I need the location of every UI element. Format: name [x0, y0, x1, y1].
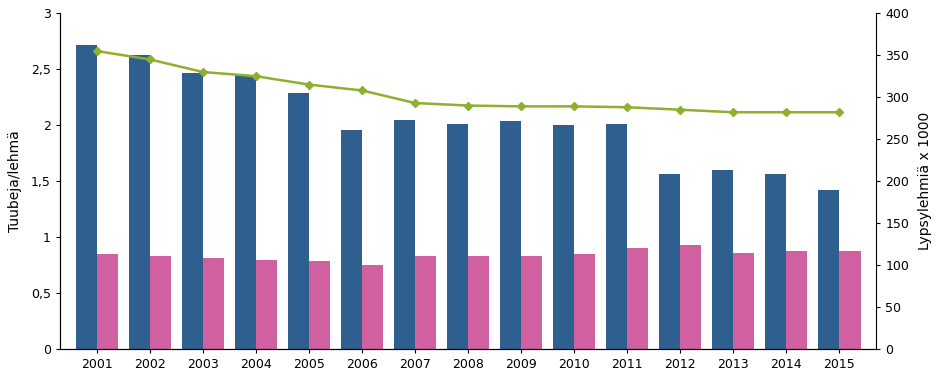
Bar — [149, 256, 171, 349]
Bar — [818, 190, 839, 349]
Bar — [235, 75, 256, 349]
Bar — [574, 254, 595, 349]
Bar — [415, 256, 436, 349]
Bar — [659, 174, 681, 349]
Bar — [446, 124, 468, 349]
Bar — [712, 170, 733, 349]
Bar — [681, 245, 701, 349]
Bar — [309, 262, 330, 349]
Bar — [203, 258, 224, 349]
Bar — [129, 55, 149, 349]
Bar — [500, 121, 521, 349]
Bar — [288, 93, 309, 349]
Bar — [521, 256, 542, 349]
Bar — [181, 72, 203, 349]
Bar — [765, 174, 786, 349]
Bar — [786, 251, 807, 349]
Bar — [627, 248, 649, 349]
Bar — [341, 130, 362, 349]
Y-axis label: Lypsylehmiä x 1000: Lypsylehmiä x 1000 — [917, 112, 932, 250]
Bar — [553, 125, 574, 349]
Bar — [362, 265, 384, 349]
Bar — [97, 254, 118, 349]
Y-axis label: Tuubeja/lehmä: Tuubeja/lehmä — [8, 130, 23, 232]
Bar — [468, 256, 490, 349]
Bar — [606, 124, 627, 349]
Bar — [733, 252, 755, 349]
Bar — [256, 260, 277, 349]
Bar — [75, 45, 97, 349]
Bar — [839, 251, 860, 349]
Bar — [394, 119, 415, 349]
